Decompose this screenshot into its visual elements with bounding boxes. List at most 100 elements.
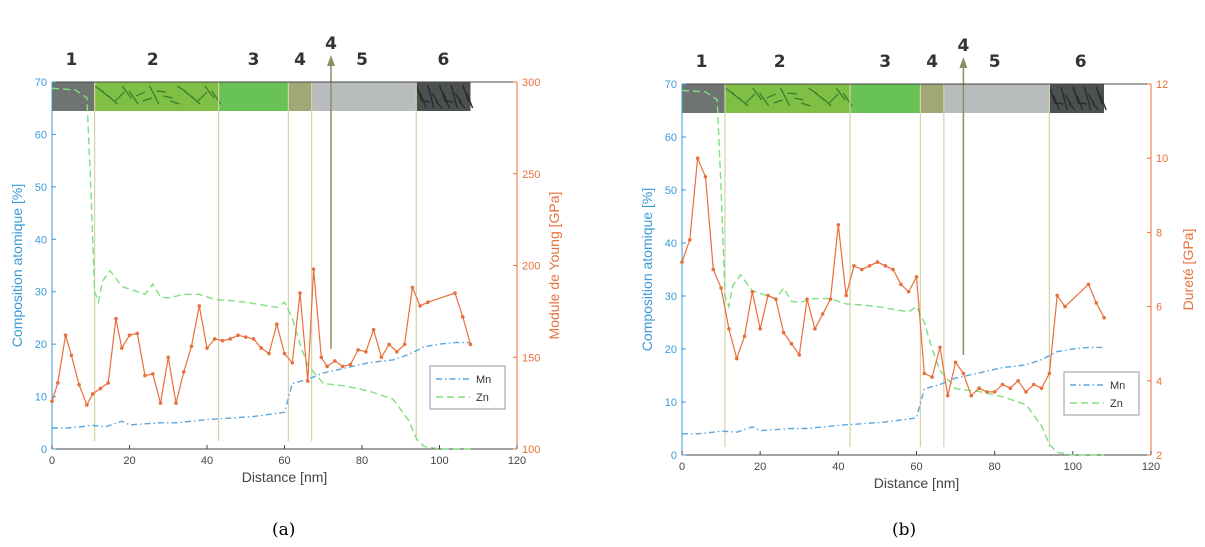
series-line-zn — [681, 89, 1105, 456]
micrograph-segment — [850, 84, 921, 113]
region-label: 2 — [774, 52, 786, 72]
data-point — [844, 293, 848, 298]
data-point — [1063, 304, 1067, 309]
legend-label: Mn — [1110, 380, 1125, 392]
data-point — [727, 327, 731, 331]
micrograph-texture — [828, 93, 839, 104]
data-point — [319, 355, 324, 360]
x-tick-label: 120 — [1142, 461, 1160, 473]
data-point — [69, 353, 74, 358]
x-axis-label: Distance [nm] — [242, 469, 328, 485]
data-point — [50, 399, 54, 404]
data-point — [742, 334, 747, 339]
micrograph-texture — [1083, 86, 1092, 111]
x-tick-label: 20 — [123, 455, 135, 467]
data-point — [143, 373, 147, 378]
micrograph-texture — [447, 100, 454, 103]
data-point — [410, 285, 415, 290]
micrograph-segment — [218, 82, 289, 111]
region-label: 2 — [147, 50, 159, 70]
micrograph-segment — [470, 82, 517, 111]
data-point — [282, 351, 287, 356]
y-left-axis-label: Composition atomique [%] — [9, 184, 25, 347]
data-point — [813, 327, 817, 331]
data-point — [859, 267, 864, 272]
data-point — [1055, 293, 1059, 298]
data-point — [174, 401, 178, 405]
micrograph-texture — [458, 100, 466, 109]
x-tick-label: 0 — [49, 455, 55, 467]
figure-b: 4 1 2 3 4 5 6 0 20 40 60 80 100 120 0 10 20 30 40 50 60 70 2 4 6… — [600, 0, 1205, 547]
micrograph-texture — [415, 84, 423, 103]
data-point — [914, 275, 919, 279]
micrograph-texture — [1068, 102, 1076, 111]
micrograph-texture — [766, 93, 776, 99]
arrow-label: 4 — [325, 34, 337, 54]
micrograph-segment — [682, 84, 725, 113]
data-point — [891, 267, 895, 272]
y-right-tick-label: 12 — [1156, 79, 1168, 91]
y-right-tick-label: 300 — [522, 77, 540, 89]
data-point — [402, 342, 407, 347]
y-right-tick-label: 200 — [522, 261, 540, 273]
y-left-tick-label: 40 — [35, 234, 47, 246]
micrograph-texture — [121, 85, 132, 99]
y-left-tick-label: 30 — [35, 287, 47, 299]
data-point — [298, 291, 302, 295]
micrograph-texture — [435, 100, 443, 109]
y-right-tick-label: 150 — [522, 352, 540, 364]
micrograph-texture — [773, 99, 783, 104]
micrograph-texture — [738, 97, 749, 107]
series-line-mn — [682, 346, 1105, 435]
data-point — [348, 362, 353, 367]
data-point — [197, 304, 202, 308]
y-right-tick-label: 6 — [1156, 302, 1162, 314]
data-point — [953, 360, 958, 365]
data-point — [236, 333, 240, 338]
data-point — [1094, 301, 1099, 305]
micrograph-segment — [1104, 84, 1151, 113]
data-point — [852, 263, 856, 268]
micrograph-texture — [197, 91, 208, 102]
data-point — [119, 346, 124, 350]
legend-label: Mn — [476, 374, 491, 386]
x-tick-label: 100 — [1064, 461, 1082, 473]
data-point — [977, 386, 981, 391]
data-point — [158, 401, 163, 405]
data-point — [243, 335, 248, 339]
data-point — [311, 267, 316, 271]
micrograph-segment — [311, 82, 417, 111]
data-point — [828, 297, 833, 301]
caption-a: (a) — [272, 520, 296, 540]
x-tick-label: 60 — [278, 455, 290, 467]
y-left-tick-label: 20 — [665, 344, 677, 356]
arrow-head — [959, 57, 968, 68]
data-point — [906, 289, 911, 294]
data-point — [325, 364, 329, 369]
micrograph-texture — [1064, 94, 1072, 105]
data-point — [734, 356, 739, 361]
micrograph-texture — [1099, 94, 1107, 111]
data-point — [969, 393, 974, 398]
data-point — [395, 349, 399, 354]
micrograph-texture — [787, 92, 797, 95]
micrograph-texture — [1087, 94, 1096, 105]
data-point — [85, 403, 89, 407]
data-point — [695, 156, 700, 160]
arrow-label: 4 — [957, 36, 969, 56]
data-point — [426, 300, 430, 305]
micrograph-texture — [108, 95, 118, 105]
micrograph-texture — [431, 92, 439, 103]
micrograph-texture — [1095, 86, 1103, 105]
micrograph-texture — [142, 97, 153, 102]
data-point — [98, 386, 103, 391]
micrograph-segment — [724, 84, 851, 113]
x-tick-label: 80 — [989, 461, 1001, 473]
data-point — [63, 333, 68, 338]
data-point — [418, 304, 422, 308]
region-label: 4 — [926, 52, 938, 72]
data-point — [114, 316, 118, 321]
x-tick-label: 0 — [679, 461, 685, 473]
data-point — [938, 345, 942, 350]
data-point — [356, 348, 360, 352]
